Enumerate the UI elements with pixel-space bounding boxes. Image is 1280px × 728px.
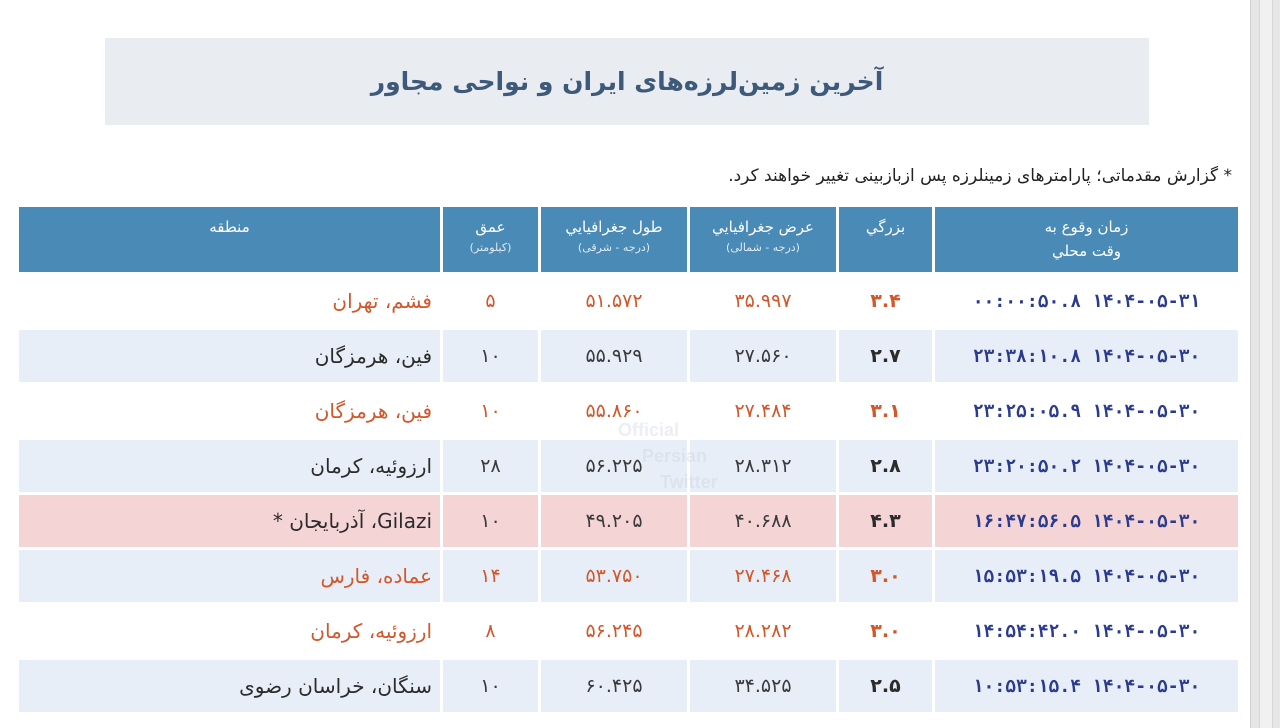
col-header-latitude: عرض جغرافيايي (درجه - شمالی) <box>690 207 836 275</box>
cell-time: ۱۴۰۴-۰۵-۳۰ ۱۰:۵۳:۱۵.۴ <box>935 660 1238 715</box>
cell-time: ۱۴۰۴-۰۵-۳۰ ۱۵:۵۳:۱۹.۵ <box>935 550 1238 605</box>
cell-longitude: ۵۵.۸۶۰ <box>541 385 687 440</box>
cell-time: ۱۴۰۴-۰۵-۳۰ ۲۳:۲۵:۰۵.۹ <box>935 385 1238 440</box>
preliminary-note: * گزارش مقدماتی؛ پارامترهای زمینلرزه پس … <box>728 166 1232 186</box>
cell-latitude: ۳۵.۹۹۷ <box>690 275 836 330</box>
cell-longitude: ۵۶.۲۲۵ <box>541 440 687 495</box>
cell-magnitude: ۳.۱ <box>839 385 932 440</box>
watermark: Official Persian Twitter <box>560 420 740 510</box>
cell-region: فین، هرمزگان <box>19 330 440 385</box>
table-header-row: زمان وقوع به وقت محلي بزرگي عرض جغرافيايي… <box>19 207 1238 275</box>
cell-magnitude: ۲.۸ <box>839 440 932 495</box>
cell-time: ۱۴۰۴-۰۵-۳۰ ۲۳:۲۰:۵۰.۲ <box>935 440 1238 495</box>
table-row: ۱۴۰۴-۰۵-۳۰ ۱۰:۵۳:۱۵.۴ ۲.۵ ۳۴.۵۲۵ ۶۰.۴۲۵ … <box>19 660 1238 715</box>
table-row: ۱۴۰۴-۰۵-۳۰ ۲۳:۲۰:۵۰.۲ ۲.۸ ۲۸.۳۱۲ ۵۶.۲۲۵ … <box>19 440 1238 495</box>
col-header-time: زمان وقوع به وقت محلي <box>935 207 1238 275</box>
cell-region: ارزوئیه، کرمان <box>19 605 440 660</box>
table-row: ۱۴۰۴-۰۵-۳۰ ۱۶:۴۷:۵۶.۵ ۴.۳ ۴۰.۶۸۸ ۴۹.۲۰۵ … <box>19 495 1238 550</box>
cell-latitude: ۴۰.۶۸۸ <box>690 495 836 550</box>
frame-rail <box>1259 0 1273 728</box>
col-header-region: منطقه <box>19 207 440 275</box>
table-row: ۱۴۰۴-۰۵-۳۰ ۲۳:۲۵:۰۵.۹ ۳.۱ ۲۷.۴۸۴ ۵۵.۸۶۰ … <box>19 385 1238 440</box>
watermark-line1: Official <box>618 420 680 440</box>
cell-longitude: ۵۳.۷۵۰ <box>541 550 687 605</box>
cell-magnitude: ۲.۵ <box>839 660 932 715</box>
table-row: ۱۴۰۴-۰۵-۳۰ ۱۴:۵۴:۴۲.۰ ۳.۰ ۲۸.۲۸۲ ۵۶.۲۴۵ … <box>19 605 1238 660</box>
cell-latitude: ۲۷.۴۶۸ <box>690 550 836 605</box>
cell-latitude: ۲۷.۴۸۴ <box>690 385 836 440</box>
cell-region: فین، هرمزگان <box>19 385 440 440</box>
cell-longitude: ۵۶.۲۴۵ <box>541 605 687 660</box>
col-header-magnitude-label: بزرگي <box>865 218 906 236</box>
cell-depth: ۱۴ <box>443 550 538 605</box>
cell-time: ۱۴۰۴-۰۵-۳۰ ۲۳:۳۸:۱۰.۸ <box>935 330 1238 385</box>
cell-time: ۱۴۰۴-۰۵-۳۱ ۰۰:۰۰:۵۰.۸ <box>935 275 1238 330</box>
cell-longitude: ۶۰.۴۲۵ <box>541 660 687 715</box>
cell-longitude: ۵۱.۵۷۲ <box>541 275 687 330</box>
table-row: ۱۴۰۴-۰۵-۳۰ ۲۳:۳۸:۱۰.۸ ۲.۷ ۲۷.۵۶۰ ۵۵.۹۲۹ … <box>19 330 1238 385</box>
col-header-longitude-sub: (درجه - شرقی) <box>577 241 651 254</box>
cell-latitude: ۲۷.۵۶۰ <box>690 330 836 385</box>
col-header-longitude-label: طول جغرافيايي <box>565 218 663 236</box>
cell-magnitude: ۳.۴ <box>839 275 932 330</box>
cell-depth: ۱۰ <box>443 385 538 440</box>
page-title-box: آخرین زمین‌لرزه‌های ایران و نواحی مجاور <box>105 38 1149 125</box>
page-title: آخرین زمین‌لرزه‌های ایران و نواحی مجاور <box>370 67 884 96</box>
cell-depth: ۵ <box>443 275 538 330</box>
cell-magnitude: ۴.۳ <box>839 495 932 550</box>
col-header-region-label: منطقه <box>209 218 250 236</box>
cell-region: ارزوئیه، کرمان <box>19 440 440 495</box>
col-header-time-sub: وقت محلي <box>1051 242 1122 260</box>
window-frame-edge <box>1250 0 1280 728</box>
cell-region: عماده، فارس <box>19 550 440 605</box>
cell-latitude: ۲۸.۲۸۲ <box>690 605 836 660</box>
cell-time: ۱۴۰۴-۰۵-۳۰ ۱۴:۵۴:۴۲.۰ <box>935 605 1238 660</box>
cell-magnitude: ۳.۰ <box>839 550 932 605</box>
cell-latitude: ۲۸.۳۱۲ <box>690 440 836 495</box>
cell-depth: ۲۸ <box>443 440 538 495</box>
cell-region: سنگان، خراسان رضوی <box>19 660 440 715</box>
earthquake-table: زمان وقوع به وقت محلي بزرگي عرض جغرافيايي… <box>16 207 1241 715</box>
watermark-line3: Twitter <box>660 472 718 492</box>
table-row: ۱۴۰۴-۰۵-۳۰ ۱۵:۵۳:۱۹.۵ ۳.۰ ۲۷.۴۶۸ ۵۳.۷۵۰ … <box>19 550 1238 605</box>
table-row: ۱۴۰۴-۰۵-۳۱ ۰۰:۰۰:۵۰.۸ ۳.۴ ۳۵.۹۹۷ ۵۱.۵۷۲ … <box>19 275 1238 330</box>
cell-region: Gilazi، آذربایجان * <box>19 495 440 550</box>
cell-depth: ۱۰ <box>443 660 538 715</box>
col-header-magnitude: بزرگي <box>839 207 932 275</box>
cell-latitude: ۳۴.۵۲۵ <box>690 660 836 715</box>
cell-region: فشم، تهران <box>19 275 440 330</box>
cell-depth: ۱۰ <box>443 330 538 385</box>
cell-depth: ۸ <box>443 605 538 660</box>
cell-longitude: ۵۵.۹۲۹ <box>541 330 687 385</box>
col-header-latitude-label: عرض جغرافيايي <box>711 218 815 236</box>
cell-depth: ۱۰ <box>443 495 538 550</box>
cell-longitude: ۴۹.۲۰۵ <box>541 495 687 550</box>
cell-time: ۱۴۰۴-۰۵-۳۰ ۱۶:۴۷:۵۶.۵ <box>935 495 1238 550</box>
col-header-latitude-sub: (درجه - شمالی) <box>726 241 800 254</box>
watermark-line2: Persian <box>642 446 708 466</box>
col-header-depth: عمق (کیلومتر) <box>443 207 538 275</box>
cell-magnitude: ۲.۷ <box>839 330 932 385</box>
col-header-longitude: طول جغرافيايي (درجه - شرقی) <box>541 207 687 275</box>
cell-magnitude: ۳.۰ <box>839 605 932 660</box>
col-header-depth-sub: (کیلومتر) <box>469 241 512 254</box>
col-header-time-label: زمان وقوع به <box>1044 218 1129 236</box>
col-header-depth-label: عمق <box>475 218 506 236</box>
